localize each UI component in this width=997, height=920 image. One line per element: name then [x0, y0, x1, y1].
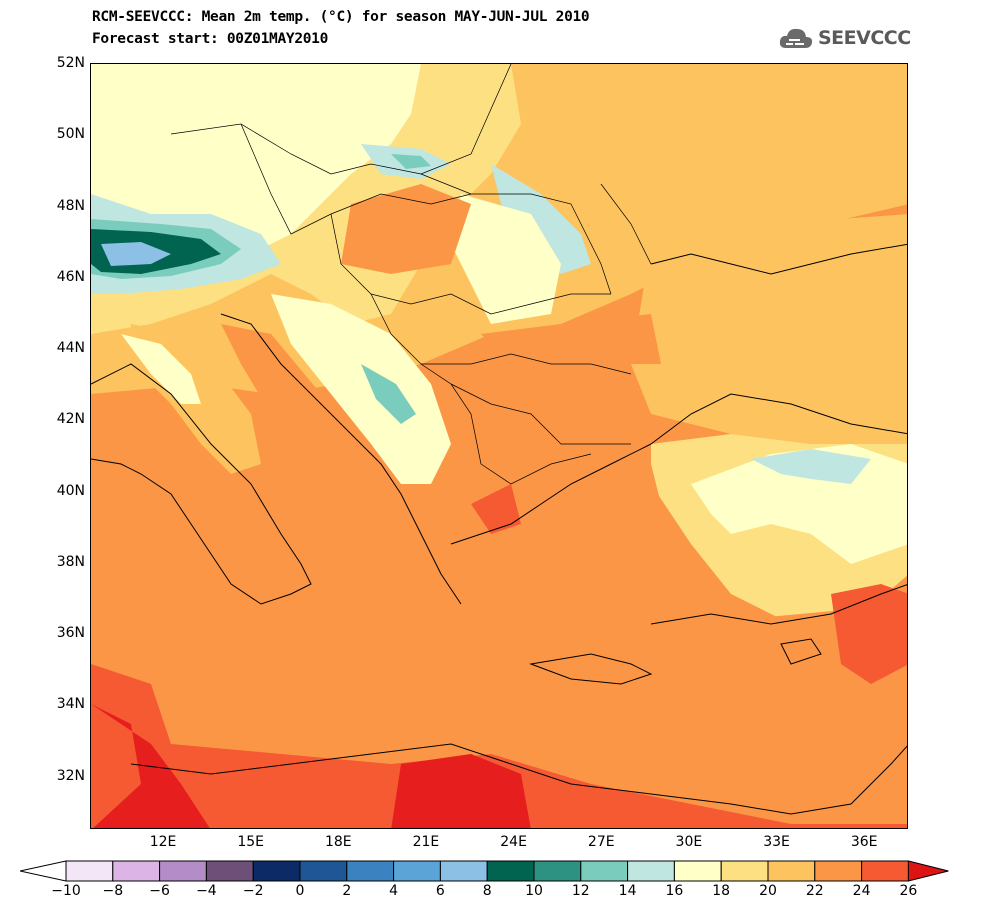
colorbar-tick-label: 20	[759, 883, 777, 899]
adriatic-sea-zone	[221, 324, 391, 504]
colorbar-tick-label: −10	[51, 883, 81, 899]
colorbar-tick-label: 18	[712, 883, 731, 899]
lat-tick-label: 40N	[56, 482, 85, 499]
colorbar-swatch	[580, 860, 629, 882]
lat-tick-label: 38N	[56, 553, 85, 570]
aegean-hot-zone	[471, 484, 521, 534]
lat-tick-label: 36N	[56, 625, 85, 642]
colorbar-tick-label: 6	[435, 883, 445, 899]
libya-hot-zone	[91, 664, 907, 828]
cyrenaica-hot-zone	[391, 754, 531, 828]
anatolia-cool-zone	[751, 449, 871, 484]
colorbar-swatch	[720, 860, 769, 882]
balkans-cream-zone	[271, 294, 451, 484]
colorbar-swatch	[252, 860, 301, 882]
colorbar-swatch	[205, 860, 254, 882]
italy-cream-zone	[121, 334, 201, 404]
colorbar-swatch	[533, 860, 582, 882]
seevccc-logo: SEEVCCC	[778, 22, 911, 54]
colorbar-tick-label: −8	[102, 883, 124, 899]
lower-danube-orange-zone	[481, 314, 661, 364]
carpathian-cream-zone	[451, 194, 561, 324]
lat-tick-label: 44N	[56, 340, 85, 357]
colorbar-swatch	[159, 860, 207, 882]
levant-hot-zone	[831, 584, 907, 684]
lat-tick-label: 46N	[56, 268, 85, 285]
lon-tick-label: 12E	[149, 834, 177, 850]
colorbar-swatch	[673, 860, 722, 882]
colorbar-swatch	[393, 860, 441, 882]
colorbar-tick-label: −4	[196, 883, 217, 899]
lat-tick-label: 52N	[56, 55, 85, 71]
black-sea-zone	[631, 214, 907, 484]
lat-tick-label: 34N	[56, 696, 85, 713]
colorbar-swatch	[346, 860, 395, 882]
colorbar-swatch	[814, 860, 863, 882]
carpathian-cold-zone	[391, 154, 431, 169]
lon-tick-label: 15E	[237, 834, 265, 850]
colorbar-tick-label: 24	[852, 883, 871, 899]
colorbar-tick-label: 14	[618, 883, 637, 899]
colorbar-tick-label: 2	[342, 883, 352, 899]
colorbar-tick-label: 12	[571, 883, 590, 899]
colorbar-swatch	[767, 860, 816, 882]
dinaric-cold-zone	[361, 364, 416, 424]
colorbar-tick-label: 8	[482, 883, 492, 899]
colorbar-swatch	[65, 860, 114, 882]
colorbar-swatch	[486, 860, 535, 882]
cloud-logo-icon	[779, 28, 813, 48]
carpathian-east-cool-zone	[491, 164, 591, 274]
lon-tick-label: 36E	[850, 834, 878, 850]
lat-tick-label: 42N	[56, 411, 85, 428]
lon-tick-label: 30E	[675, 834, 703, 850]
lat-tick-label: 50N	[56, 126, 85, 143]
colorbar-tick-label: 4	[389, 883, 399, 899]
colorbar-swatch	[299, 860, 348, 882]
coastlines	[91, 243, 907, 815]
country-borders	[170, 64, 652, 485]
colorbar	[20, 860, 949, 882]
pannonian-orange-zone	[341, 184, 471, 274]
alps-peak-zone	[101, 242, 171, 266]
lon-tick-label: 27E	[587, 834, 615, 850]
lon-tick-label: 24E	[500, 834, 527, 850]
colorbar-high-extend	[907, 860, 949, 882]
colorbar-tick-label: 0	[295, 883, 305, 899]
colorbar-swatch	[439, 860, 488, 882]
colorbar-tick-label: 26	[899, 883, 918, 899]
colorbar-swatch	[627, 860, 675, 882]
logo-text: SEEVCCC	[818, 27, 911, 49]
colorbar-swatch	[861, 860, 909, 882]
lon-tick-label: 21E	[412, 834, 440, 850]
colorbar-tick-label: 10	[525, 883, 543, 899]
lat-tick-label: 48N	[56, 197, 85, 214]
map-title: RCM-SEEVCCC: Mean 2m temp. (°C) for seas…	[92, 9, 590, 25]
colorbar-swatch	[112, 860, 161, 882]
temperature-map	[90, 63, 908, 829]
lat-tick-label: 32N	[56, 767, 85, 784]
colorbar-tick-label: 16	[665, 883, 684, 899]
colorbar-tick-label: −2	[242, 883, 264, 899]
lon-tick-label: 33E	[763, 834, 790, 850]
colorbar-tick-label: −6	[149, 883, 170, 899]
colorbar-tick-label: 22	[805, 883, 824, 899]
forecast-start-label: Forecast start: 00Z01MAY2010	[92, 31, 329, 47]
lon-tick-label: 18E	[324, 834, 352, 850]
colorbar-low-extend	[20, 860, 67, 882]
